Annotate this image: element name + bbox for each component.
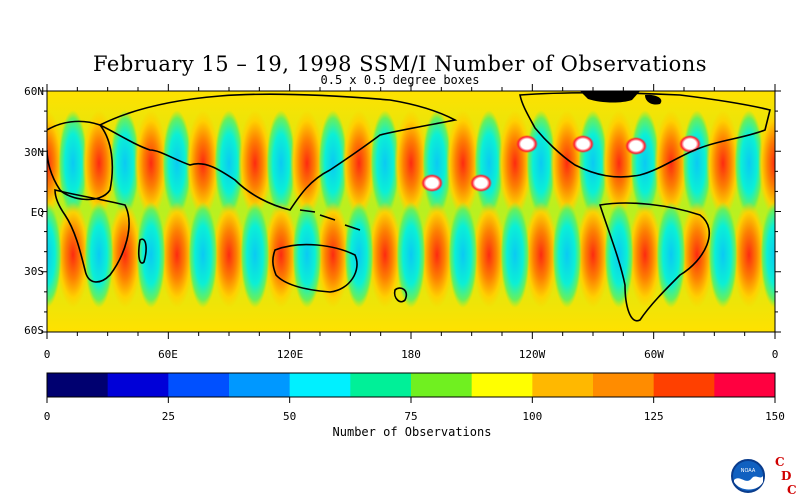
lon-label-60w: 60W [644, 348, 664, 361]
colorbar-title: Number of Observations [332, 425, 492, 439]
colorbar-tick-labels: 0 25 50 75 100 125 150 [44, 410, 785, 423]
logo-letter-c1: C [775, 455, 785, 469]
lat-label-30s: 30S [24, 265, 44, 278]
noaa-text: NOAA [741, 468, 756, 474]
colorbar-tick-150: 150 [765, 410, 785, 423]
colorbar-swatch-4 [289, 373, 351, 397]
lat-label-60n: 60N [24, 85, 44, 98]
colorbar-swatch-6 [411, 373, 473, 397]
lon-label-120w: 120W [519, 348, 546, 361]
colorbar-swatch-0 [47, 373, 109, 397]
axis-ticks [41, 84, 781, 339]
colorbar-tick-125: 125 [644, 410, 664, 423]
logo-letter-c2: C [787, 483, 796, 497]
page-title: February 15 – 19, 1998 SSM/I Number of O… [92, 52, 708, 76]
colorbar-swatch-1 [107, 373, 169, 397]
lon-label-0-right: 0 [772, 348, 779, 361]
page-subtitle: 0.5 x 0.5 degree boxes [320, 73, 480, 87]
noaa-cdc-logo: NOAA C D C [730, 452, 797, 498]
colorbar-tick-25: 25 [162, 410, 175, 423]
lat-label-60s: 60S [24, 324, 44, 337]
colorbar-swatch-11 [714, 373, 776, 397]
colorbar-tick-75: 75 [404, 410, 417, 423]
colorbar-swatch-5 [350, 373, 412, 397]
colorbar [46, 372, 776, 403]
lon-label-0-left: 0 [44, 348, 51, 361]
lon-label-120e: 120E [277, 348, 304, 361]
observation-field [47, 91, 775, 332]
colorbar-swatch-3 [229, 373, 291, 397]
coastlines [47, 91, 771, 322]
colorbar-tick-50: 50 [283, 410, 296, 423]
colorbar-swatch-8 [532, 373, 594, 397]
colorbar-swatch-9 [593, 373, 655, 397]
ice-caps [580, 91, 662, 105]
colorbar-swatch-10 [653, 373, 715, 397]
logo-letter-d: D [781, 469, 791, 483]
colorbar-swatch-7 [471, 373, 533, 397]
colorbar-swatch-2 [168, 373, 230, 397]
lon-label-180: 180 [401, 348, 421, 361]
colorbar-tick-100: 100 [522, 410, 542, 423]
lon-label-60e: 60E [158, 348, 178, 361]
lat-label-eq: EQ [31, 206, 44, 219]
colorbar-tick-0: 0 [44, 410, 51, 423]
lat-label-30n: 30N [24, 146, 44, 159]
